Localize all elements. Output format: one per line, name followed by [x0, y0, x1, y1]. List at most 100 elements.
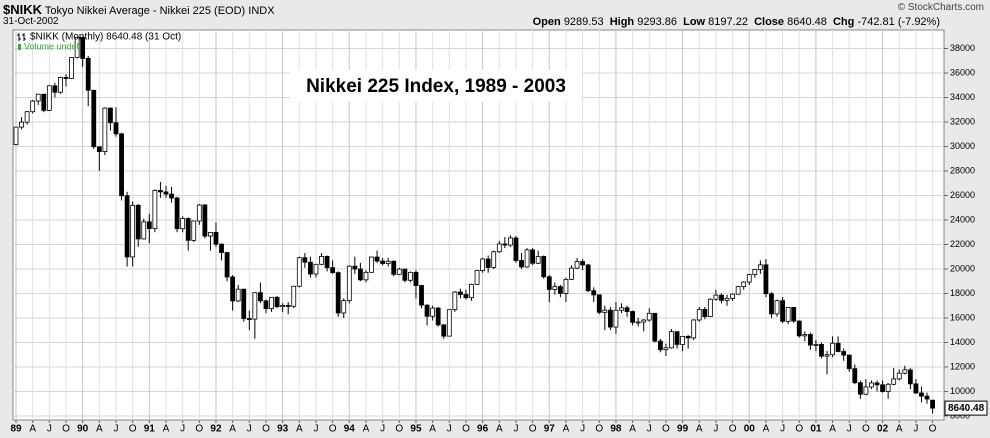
candle-body: [574, 261, 580, 269]
candle-body: [841, 351, 847, 356]
candle-body: [69, 57, 74, 79]
candle-body: [535, 256, 541, 264]
candle-body: [96, 146, 102, 152]
candle-body: [19, 121, 24, 128]
candle-body: [285, 305, 291, 307]
x-tick-label: 94: [344, 424, 356, 435]
candle-body: [163, 191, 169, 195]
y-tick-label: 12000: [950, 361, 975, 371]
candle-body: [852, 368, 858, 384]
label: Low: [683, 16, 706, 28]
x-tick-label: A: [429, 424, 436, 435]
candle-body: [907, 369, 913, 385]
candle-body: [880, 384, 885, 392]
candle-body: [258, 292, 263, 302]
x-tick-label: 01: [810, 424, 822, 435]
x-tick-label: 92: [210, 424, 222, 435]
instrument-name: Tokyo Nikkei Average - Nikkei 225 (EOD): [44, 5, 246, 17]
x-tick-label: A: [896, 424, 903, 435]
candle-body: [830, 342, 835, 356]
label: Close: [754, 16, 785, 28]
x-tick-label: J: [847, 424, 852, 435]
candle-body: [930, 399, 935, 409]
candle-body: [763, 264, 769, 295]
y-tick-label: 24000: [950, 214, 975, 224]
candle-body: [752, 269, 758, 276]
candle-body: [396, 268, 402, 275]
x-tick-label: J: [180, 424, 185, 435]
x-tick-label: J: [247, 424, 252, 435]
exchange: INDX: [248, 5, 275, 17]
x-tick-label: J: [447, 424, 452, 435]
candle-body: [319, 255, 324, 265]
volume-note: Volume undef: [24, 41, 80, 51]
candle-body: [58, 77, 63, 93]
candle-body: [902, 369, 908, 374]
candle-body: [113, 122, 119, 135]
candle-body: [180, 218, 186, 230]
x-tick-label: A: [229, 424, 236, 435]
candle-body: [208, 232, 213, 237]
label: High: [609, 16, 635, 28]
candle-body: [424, 304, 430, 317]
candle-body: [30, 100, 36, 113]
chart-title: Nikkei 225 Index, 1989 - 2003: [306, 76, 566, 97]
candle-body: [646, 312, 652, 321]
candle-body: [557, 286, 563, 294]
candle-body: [780, 300, 785, 322]
quote: Open 9289.53 High 9293.86 Low 8197.22 Cl…: [533, 16, 940, 28]
x-tick-label: A: [696, 424, 703, 435]
candle-body: [130, 204, 136, 258]
candle-body: [591, 290, 597, 296]
candle-body: [685, 335, 691, 339]
candle-body: [813, 343, 819, 346]
y-tick-label: 34000: [950, 92, 975, 102]
candle-body: [52, 85, 58, 93]
candle-body: [491, 251, 497, 268]
x-tick-label: J: [313, 424, 318, 435]
candle-body: [374, 256, 380, 262]
candle-body: [235, 288, 241, 302]
x-tick-label: J: [713, 424, 718, 435]
candle-body: [824, 354, 830, 357]
x-tick-label: 02: [877, 424, 889, 435]
last-value-box: [944, 400, 988, 416]
value: 9289.53: [563, 16, 604, 28]
x-tick-label: O: [929, 424, 937, 435]
candle-body: [296, 257, 302, 287]
candle-body: [596, 294, 602, 313]
candle-body: [457, 291, 463, 295]
candle-body: [280, 305, 286, 308]
x-tick-label: A: [163, 424, 170, 435]
y-tick-label: 26000: [950, 190, 975, 200]
candle-body: [669, 331, 674, 349]
candle-body: [630, 311, 636, 323]
volume-icon: [18, 44, 21, 50]
x-tick-label: A: [29, 424, 36, 435]
candle-body: [746, 274, 752, 283]
candle-body: [241, 288, 247, 319]
x-tick-label: J: [780, 424, 785, 435]
candle-body: [513, 237, 519, 261]
credit: © StockCharts.com: [897, 2, 984, 13]
x-tick-label: J: [380, 424, 385, 435]
candle-body: [219, 243, 224, 253]
candle-body: [313, 263, 319, 275]
y-tick-label: 28000: [950, 165, 975, 175]
y-tick-label: 18000: [950, 288, 975, 298]
y-tick-label: 16000: [950, 312, 975, 322]
x-tick-label: O: [62, 424, 70, 435]
candle-body: [507, 237, 513, 246]
candle-body: [724, 297, 730, 301]
candle-body: [919, 392, 924, 397]
y-tick-label: 14000: [950, 337, 975, 347]
value: 9293.86: [637, 16, 677, 28]
candle-body: [463, 294, 469, 299]
candle-body: [24, 111, 30, 123]
candle-body: [308, 261, 313, 275]
y-tick-label: 22000: [950, 239, 975, 249]
candle-body: [146, 221, 152, 230]
x-tick-label: A: [763, 424, 770, 435]
candle-body: [502, 243, 508, 246]
candle-body: [196, 204, 202, 222]
